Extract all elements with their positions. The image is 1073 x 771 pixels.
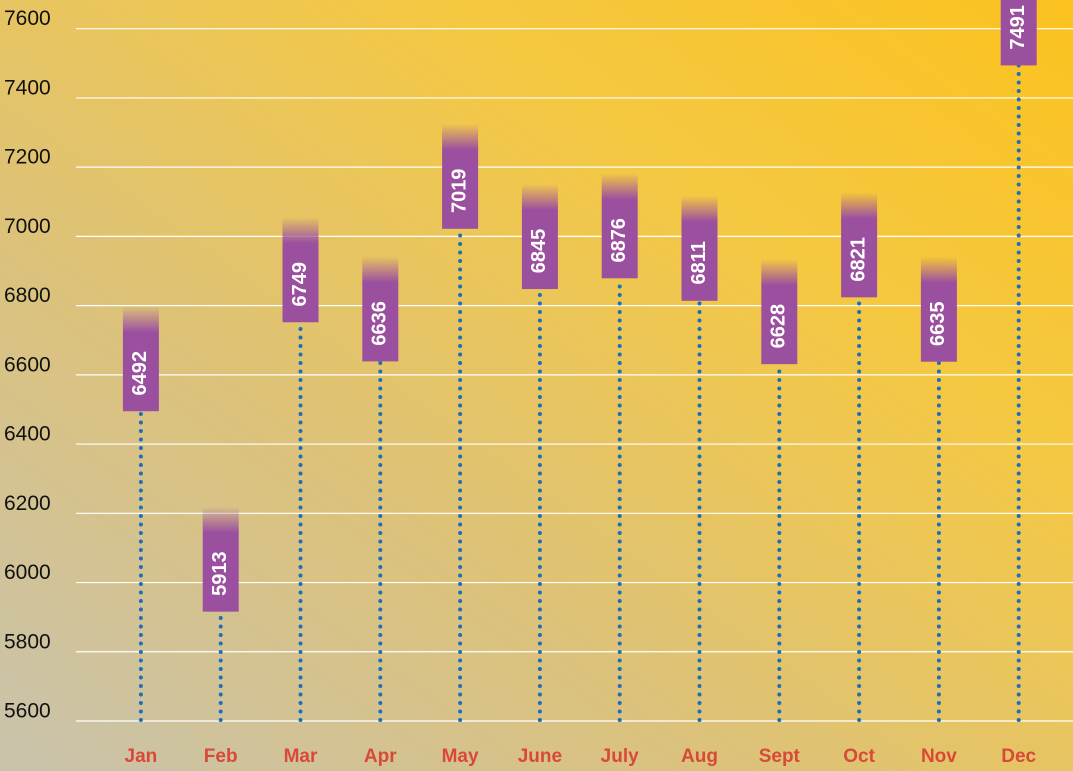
value-tag <box>601 173 638 279</box>
x-tick-label: June <box>518 746 562 767</box>
value-tag <box>920 256 957 362</box>
value-label: 6492 <box>129 351 151 396</box>
value-label: 7019 <box>448 169 470 214</box>
value-label: 6636 <box>369 301 391 346</box>
x-tick-label: May <box>442 746 479 767</box>
y-tick-label: 6000 <box>4 561 51 584</box>
value-label: 7491 <box>1007 5 1029 50</box>
y-tick-label: 6800 <box>4 284 51 307</box>
x-tick-label: July <box>601 746 639 767</box>
y-tick-label: 5800 <box>4 630 51 653</box>
value-tag <box>202 506 239 612</box>
value-tag <box>521 184 558 290</box>
value-tag <box>362 256 399 362</box>
x-tick-label: Aug <box>681 746 718 767</box>
x-tick-label: Sept <box>759 746 801 767</box>
value-label: 6876 <box>608 218 630 262</box>
y-tick-label: 6600 <box>4 353 51 376</box>
x-tick-label: Jan <box>125 746 158 767</box>
y-tick-label: 7000 <box>4 215 51 238</box>
x-tick-label: Dec <box>1001 746 1036 767</box>
y-tick-label: 6200 <box>4 492 51 515</box>
x-tick-label: Nov <box>921 746 957 767</box>
x-tick-label: Feb <box>204 746 238 767</box>
value-tag <box>122 306 159 412</box>
value-label: 6821 <box>847 237 869 282</box>
value-label: 6635 <box>927 301 949 346</box>
y-tick-label: 7200 <box>4 146 51 169</box>
value-tag <box>841 192 878 298</box>
value-label: 6628 <box>768 304 790 349</box>
value-label: 6811 <box>688 241 710 284</box>
value-tag <box>1000 0 1037 66</box>
value-tag <box>761 259 798 365</box>
value-tag <box>442 123 479 229</box>
y-tick-label: 5600 <box>4 700 51 723</box>
value-label: 6749 <box>289 262 311 307</box>
y-tick-label: 7400 <box>4 76 51 99</box>
x-tick-label: Mar <box>284 746 318 767</box>
y-tick-label: 6400 <box>4 423 51 446</box>
x-tick-label: Apr <box>364 746 397 767</box>
value-tag <box>681 195 718 301</box>
x-tick-label: Oct <box>843 746 875 767</box>
value-label: 5913 <box>209 551 231 596</box>
value-label: 6845 <box>528 229 550 273</box>
value-tag <box>282 217 319 323</box>
y-tick-label: 7600 <box>4 7 51 30</box>
